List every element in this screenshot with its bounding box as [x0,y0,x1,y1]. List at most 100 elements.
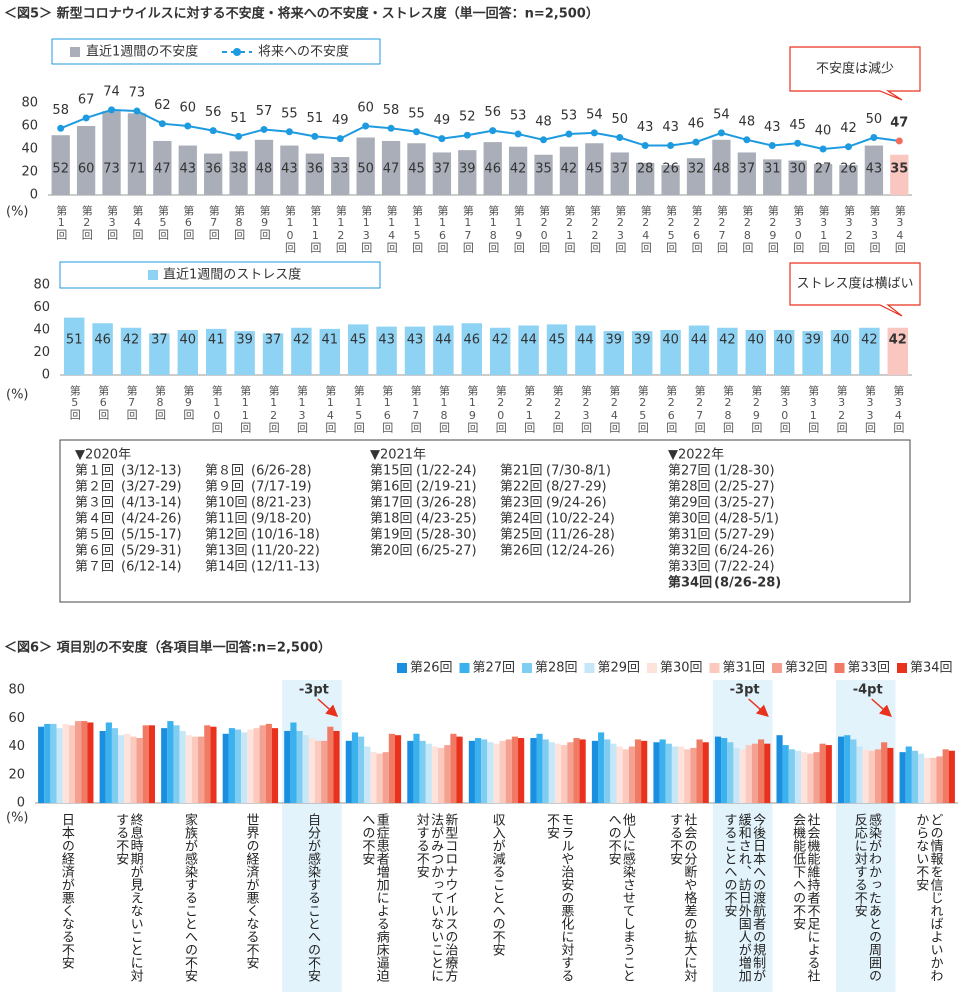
bar-value-label: 45 [586,162,603,177]
bar [559,146,579,195]
bar-value-label: 71 [129,162,146,177]
bar [850,739,857,803]
legend-box [51,38,381,65]
bar-value-label: 40 [776,333,793,348]
schedule-dates: (3/27-29) [121,480,182,495]
x-tick-label: 第14回 [385,205,399,253]
x-tick-label: 第8回 [232,205,246,240]
bar [481,739,488,803]
schedule-round: 第27回 [668,464,711,479]
bar [388,733,395,803]
x-tick-label: 第22回 [588,205,602,253]
x-tick-label: 第8回 [153,385,167,420]
bar-value-label: 26 [662,162,679,177]
bar-value-label: 40 [833,333,850,348]
bar [205,328,227,375]
bar [489,327,511,375]
bar [68,725,75,803]
bar [546,324,568,375]
annotation-arrow [871,698,892,717]
bar [331,157,350,195]
x-tick-label: 第13回 [295,385,309,433]
bar [229,151,248,195]
schedule-round: 第９回 [205,480,244,495]
x-tick-label: 第15回 [352,385,366,433]
x-tick-label: 新型コロナウイルスの治療方法がみつかっていないことに対する不安 [413,813,458,982]
bar-value-label: 37 [434,162,451,177]
bar [684,749,691,803]
legend-label: 第28回 [535,661,578,676]
bar [87,722,94,803]
bar [358,736,365,803]
bar [603,331,625,375]
bar [321,740,328,803]
bar [456,736,463,803]
bar-value-label: 48 [713,162,730,177]
line-point [616,134,624,141]
bar [161,728,168,803]
bar [763,159,782,195]
bar [862,749,869,803]
bar [461,323,483,375]
bar [534,154,553,195]
bar [536,733,543,803]
bar [739,749,746,803]
y-tick-label: 20 [8,767,25,782]
x-tick-label: 第16回 [380,385,394,433]
line-point [209,127,217,135]
bar [773,330,795,375]
bar [598,732,605,803]
x-tick-label: 第30回 [791,205,805,253]
line-value-label: 57 [256,104,273,119]
line-value-label: 54 [713,107,730,122]
bar-value-label: 44 [435,333,452,348]
schedule-dates: (8/21-23) [251,496,312,511]
bar [345,740,352,803]
bar [661,165,680,195]
x-tick-label: 第20回 [537,205,551,253]
bar-value-label: 40 [748,333,765,348]
unit-label: (%) [6,205,29,220]
bar [431,746,439,803]
bar [511,736,519,803]
annotation-arrow [748,698,769,717]
bar-value-label: 37 [611,162,628,177]
x-tick-label: 第28回 [721,385,735,433]
bar [782,745,789,803]
x-tick-label: 第12回 [334,205,348,253]
schedule-round: 第３回 [75,496,114,511]
figure-title: ＜図6＞ 項目別の不安度（各項目単一回答:n=2,500） [4,640,331,656]
x-tick-label: 第28回 [740,205,754,253]
bar-value-label: 46 [94,333,111,348]
bar [918,753,925,803]
line [60,108,900,151]
bar-value-label: 46 [464,333,481,348]
bar [751,743,759,803]
x-tick-label: 第4回 [131,205,145,240]
bar [493,743,500,803]
bar [474,738,482,803]
schedule-dates: (5/29-31) [121,544,182,559]
bar [56,728,63,803]
y-tick-label: 20 [21,165,38,180]
x-tick-label: 家族が感染することへの不安 [181,813,197,982]
bar [432,152,452,195]
bar [788,160,807,195]
bar [788,749,795,803]
line-value-label: 60 [357,101,374,116]
schedule-dates: (7/17-19) [251,480,312,495]
schedule-round: 第31回 [668,528,711,543]
x-tick-label: 第10回 [210,385,224,433]
schedule-dates: (12/24-26) [546,544,615,559]
highlight-band [712,680,773,992]
bar [291,327,312,375]
x-tick-label: 第6回 [96,385,110,420]
line-value-label: 54 [586,107,603,122]
schedule-dates: (5/28-30) [416,528,477,543]
x-tick-label: モラルや治安の悪化に対する不安 [544,813,574,982]
bar [610,152,629,195]
x-tick-label: 第21回 [563,205,577,253]
bar [404,326,426,375]
bar [191,736,199,803]
schedule-dates: (5/27-29) [714,528,775,543]
